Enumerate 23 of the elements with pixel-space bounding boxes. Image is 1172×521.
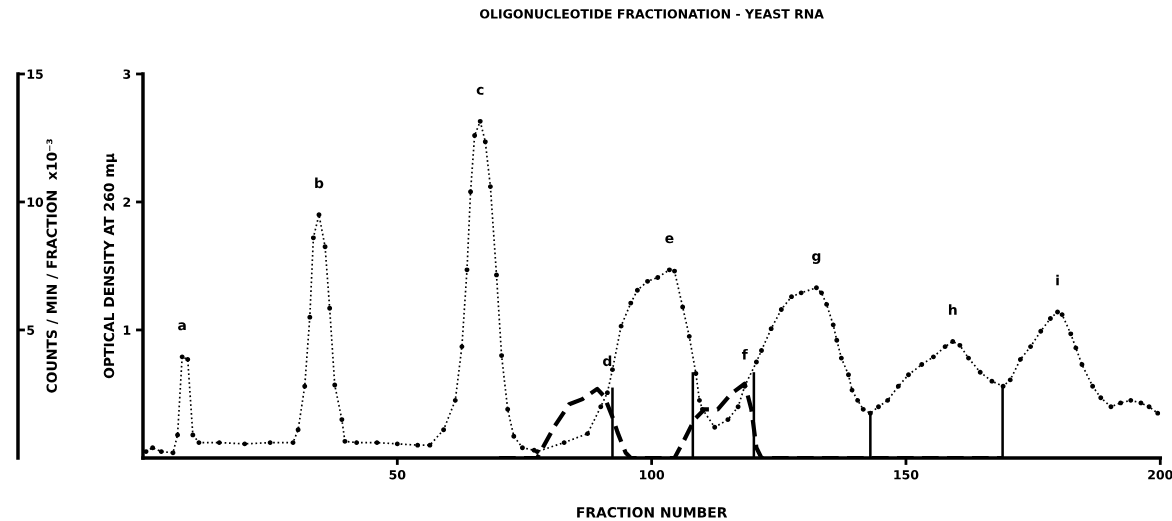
y2-tick-label: 10 bbox=[27, 197, 44, 207]
y-tick-label: 1 bbox=[123, 325, 131, 335]
x-tick-label: 150 bbox=[894, 469, 919, 480]
annotation: a bbox=[178, 322, 186, 331]
chart-title: OLIGONUCLEOTIDE FRACTIONATION - YEAST RNA bbox=[479, 9, 824, 19]
y2-tick-label: 5 bbox=[27, 325, 35, 335]
annotation: d bbox=[603, 355, 612, 367]
y2-tick-label: 15 bbox=[27, 69, 43, 79]
annotation: f bbox=[741, 349, 748, 360]
annotation: i bbox=[1056, 274, 1059, 286]
y-tick-label: 3 bbox=[123, 69, 131, 79]
annotation: e bbox=[665, 235, 674, 244]
y2-axis-title: COUNTS / MIN / FRACTION x10⁻³ bbox=[46, 139, 59, 393]
annotation: c bbox=[476, 86, 484, 95]
y-tick-label: 2 bbox=[123, 197, 131, 207]
x-tick-label: 50 bbox=[389, 469, 406, 480]
annotation: g bbox=[812, 253, 821, 264]
y-axis-title: OPTICAL DENSITY AT 260 mμ bbox=[103, 153, 117, 379]
annotation: h bbox=[948, 304, 957, 315]
x-tick-label: 100 bbox=[640, 469, 665, 480]
x-axis-title: FRACTION NUMBER bbox=[577, 507, 728, 518]
x-tick-label: 200 bbox=[1148, 469, 1172, 480]
annotation: b bbox=[315, 177, 324, 189]
